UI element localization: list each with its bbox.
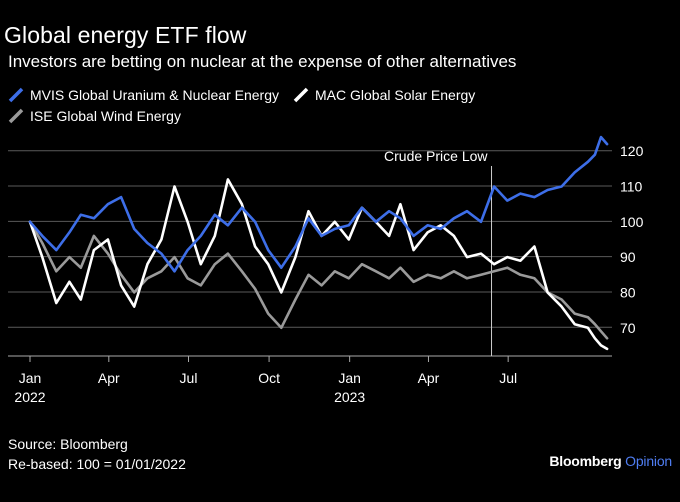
x-tick-label: Jan bbox=[19, 370, 42, 386]
brand-logo: Bloomberg Opinion bbox=[549, 453, 672, 469]
x-tick-year-label: 2023 bbox=[334, 389, 365, 405]
series-line-wind bbox=[28, 220, 609, 340]
legend-swatch-uranium bbox=[8, 87, 24, 103]
y-tick-label: 100 bbox=[620, 214, 644, 230]
legend-swatch-solar bbox=[293, 87, 309, 103]
x-tick-label: Apr bbox=[418, 370, 440, 386]
legend-row-2: ISE Global Wind Energy bbox=[8, 108, 195, 124]
chart-subtitle: Investors are betting on nuclear at the … bbox=[8, 52, 517, 71]
x-tick-year-label: 2022 bbox=[14, 389, 45, 405]
x-tick-label: Apr bbox=[98, 370, 120, 386]
annotation-label: Crude Price Low bbox=[384, 148, 488, 164]
legend-row-1: MVIS Global Uranium & Nuclear Energy MAC… bbox=[8, 87, 489, 103]
rebase-note: Re-based: 100 = 01/01/2022 bbox=[8, 456, 186, 472]
legend-item-wind: ISE Global Wind Energy bbox=[8, 108, 181, 124]
brand-product: Opinion bbox=[625, 453, 672, 469]
x-tick-label: Jan bbox=[338, 370, 361, 386]
legend-label-uranium: MVIS Global Uranium & Nuclear Energy bbox=[30, 87, 279, 103]
series-line-uranium bbox=[28, 135, 609, 273]
legend-item-uranium: MVIS Global Uranium & Nuclear Energy bbox=[8, 87, 279, 103]
brand-name: Bloomberg bbox=[549, 453, 622, 469]
legend-swatch-wind bbox=[8, 108, 24, 124]
y-tick-label: 80 bbox=[620, 284, 636, 300]
legend-label-solar: MAC Global Solar Energy bbox=[315, 87, 476, 103]
legend-label-wind: ISE Global Wind Energy bbox=[30, 108, 181, 124]
source-note: Source: Bloomberg bbox=[8, 436, 128, 452]
x-tick-label: Oct bbox=[258, 370, 280, 386]
y-tick-label: 70 bbox=[620, 320, 636, 336]
series-line-solar bbox=[28, 178, 609, 351]
chart-title: Global energy ETF flow bbox=[4, 22, 247, 48]
x-tick-label: Jul bbox=[180, 370, 198, 386]
y-tick-label: 90 bbox=[620, 249, 636, 265]
x-tick-label: Jul bbox=[499, 370, 517, 386]
legend-item-solar: MAC Global Solar Energy bbox=[293, 87, 475, 103]
y-tick-label: 110 bbox=[620, 179, 643, 195]
y-tick-label: 120 bbox=[620, 143, 644, 159]
